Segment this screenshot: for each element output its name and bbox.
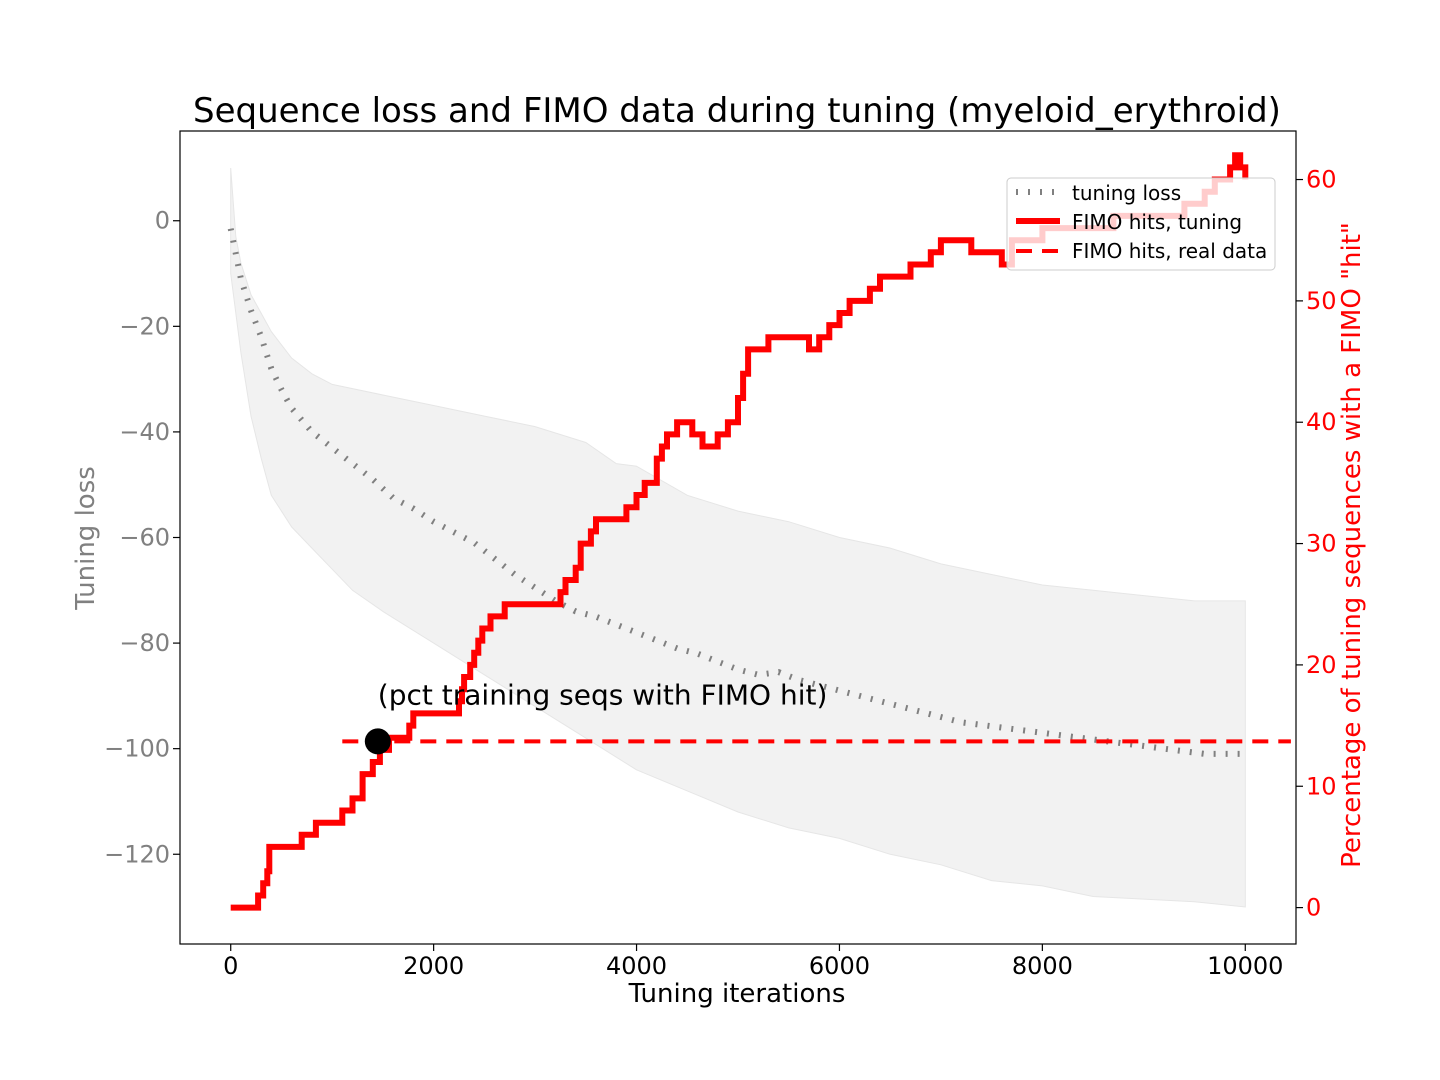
x-axis-label: Tuning iterations: [628, 979, 846, 1009]
x-tick-label: 6000: [809, 952, 870, 980]
chart-title: Sequence loss and FIMO data during tunin…: [193, 91, 1281, 131]
y-right-tick-label: 10: [1306, 772, 1337, 800]
x-tick-label: 4000: [606, 952, 667, 980]
x-tick-label: 2000: [403, 952, 464, 980]
y-left-tick-label: −60: [119, 524, 170, 552]
series-fimo-tuning: [230, 152, 1249, 911]
x-tick-label: 0: [223, 952, 238, 980]
legend-label-fimo-real: FIMO hits, real data: [1072, 239, 1267, 263]
y-axis-left-label: Tuning loss: [71, 466, 101, 611]
y-axis-left: 0 −20 −40 −60 −80 −100 −120: [104, 207, 180, 868]
y-left-tick-label: −40: [119, 418, 170, 446]
y-right-tick-label: 60: [1306, 166, 1337, 194]
plot-area: (pct training seqs with FIMO hit): [227, 152, 1291, 911]
y-left-tick-label: −80: [119, 629, 170, 657]
annotation-text: (pct training seqs with FIMO hit): [378, 678, 828, 711]
legend-box: [1006, 177, 1276, 271]
y-right-tick-label: 30: [1306, 530, 1337, 558]
y-right-tick-label: 50: [1306, 287, 1337, 315]
y-axis-right-label: Percentage of tuning sequences with a FI…: [1337, 222, 1367, 868]
x-tick-label: 8000: [1012, 952, 1073, 980]
y-axis-right: 0 10 20 30 40 50 60: [1296, 166, 1337, 922]
annotation-marker: [364, 728, 391, 755]
y-left-tick-label: −100: [104, 735, 170, 763]
loss-band: [230, 167, 1246, 908]
y-right-tick-label: 40: [1306, 408, 1337, 436]
x-tick-label: 10000: [1207, 952, 1283, 980]
legend-label-tuning-loss: tuning loss: [1072, 181, 1181, 205]
legend: tuning loss FIMO hits, tuning FIMO hits,…: [1006, 177, 1276, 271]
y-left-tick-label: −20: [119, 312, 170, 340]
x-axis: 0 2000 4000 6000 8000 10000: [223, 944, 1283, 980]
y-right-tick-label: 0: [1306, 894, 1321, 922]
y-left-tick-label: −120: [104, 840, 170, 868]
y-right-tick-label: 20: [1306, 651, 1337, 679]
y-left-tick-label: 0: [155, 207, 170, 235]
legend-label-fimo-tuning: FIMO hits, tuning: [1072, 210, 1242, 234]
